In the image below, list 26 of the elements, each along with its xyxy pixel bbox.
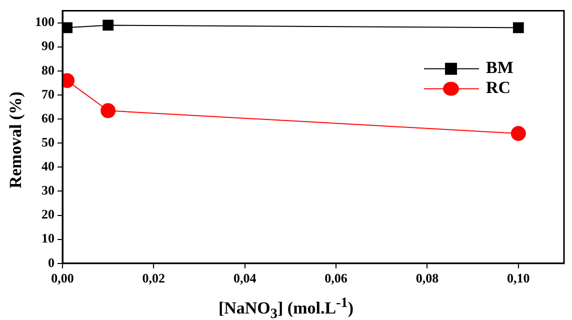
y-tick-label: 30 — [42, 182, 54, 198]
x-tick-label: 0,08 — [416, 270, 440, 286]
point — [62, 22, 73, 34]
x-axis-title: [NaNO$_{3}$] (mol.L$^{-1}$) — [217, 295, 355, 320]
y-tick-label: 80 — [42, 62, 54, 78]
x-tick-label: 0,00 — [51, 270, 74, 286]
point — [512, 22, 524, 34]
point — [510, 126, 526, 141]
y-tick-label: 70 — [42, 86, 54, 102]
x-tick-label: 0,10 — [507, 270, 530, 286]
y-tick-label: 0 — [48, 254, 54, 270]
y-axis-title: Removal (%) — [6, 92, 26, 188]
x-tick-label: 0,06 — [324, 270, 348, 286]
x-tick-label: 0,02 — [142, 270, 166, 286]
y-tick-label: 90 — [42, 38, 54, 54]
y-tick-label: 20 — [42, 206, 54, 222]
x-tick-label: 0,04 — [233, 270, 257, 286]
legend-label: BM — [486, 58, 514, 78]
legend-label: RC — [486, 78, 511, 98]
y-tick-label: 40 — [42, 158, 54, 174]
point — [102, 20, 114, 31]
y-tick-label: 10 — [42, 230, 54, 246]
point — [100, 103, 116, 118]
y-tick-label: 50 — [42, 134, 54, 150]
y-tick-label: 60 — [42, 110, 54, 126]
y-tick-label: 100 — [35, 14, 54, 30]
